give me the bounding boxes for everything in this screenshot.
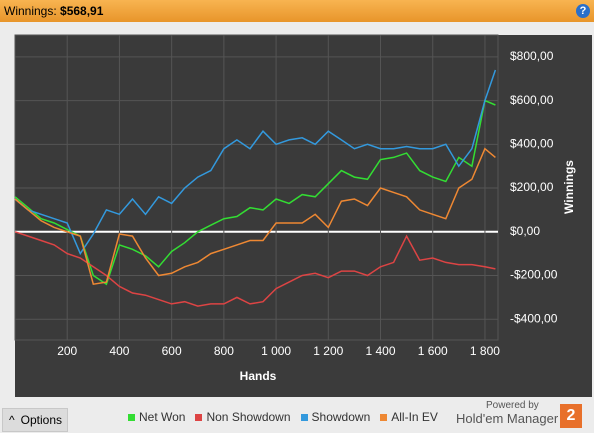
legend-swatch bbox=[380, 414, 388, 421]
y-tick-label: $0,00 bbox=[510, 224, 540, 238]
legend-item[interactable]: All-In EV bbox=[380, 410, 438, 424]
x-tick-label: 400 bbox=[109, 344, 129, 358]
legend-item[interactable]: Non Showdown bbox=[195, 410, 291, 424]
powered: Powered by bbox=[486, 400, 539, 411]
y-tick-label: -$200,00 bbox=[510, 268, 558, 282]
legend-swatch bbox=[128, 414, 135, 421]
brand-name: Hold'em Manager bbox=[456, 411, 559, 426]
y-tick-label: $600,00 bbox=[510, 93, 554, 107]
x-tick-label: 800 bbox=[214, 344, 234, 358]
x-tick-label: 200 bbox=[57, 344, 77, 358]
legend-label: Showdown bbox=[311, 410, 371, 424]
y-axis-label: Winnings bbox=[562, 160, 576, 214]
y-tick-label: -$400,00 bbox=[510, 311, 558, 325]
legend-swatch bbox=[195, 414, 203, 421]
legend: Net Won Non Showdown Showdown All-In EV bbox=[128, 410, 438, 424]
logo: 2 bbox=[560, 404, 582, 428]
legend-label: All-In EV bbox=[391, 410, 438, 424]
brand: Powered by Hold'em Manager bbox=[456, 400, 558, 426]
options-button[interactable]: ^ Options bbox=[2, 408, 68, 432]
y-tick-label: $800,00 bbox=[510, 49, 554, 63]
legend-item[interactable]: Showdown bbox=[300, 410, 371, 424]
y-tick-label: $200,00 bbox=[510, 180, 554, 194]
series-line bbox=[14, 147, 496, 286]
options-label: Options bbox=[20, 413, 62, 427]
series-line bbox=[14, 231, 496, 307]
winnings: $568,91 bbox=[60, 4, 104, 18]
x-tick-label: 1 200 bbox=[313, 344, 343, 358]
x-tick-label: 1 400 bbox=[365, 344, 395, 358]
series-line bbox=[14, 69, 497, 256]
plot-area bbox=[14, 34, 499, 341]
x-axis-label: Hands bbox=[240, 369, 277, 383]
x-tick-label: 1 600 bbox=[418, 344, 448, 358]
help-button[interactable]: ? bbox=[576, 4, 590, 18]
legend-label: Net Won bbox=[139, 410, 186, 424]
x-tick-label: 600 bbox=[162, 344, 182, 358]
legend-label: Non Showdown bbox=[206, 410, 291, 424]
legend-swatch bbox=[300, 414, 308, 421]
x-tick-label: 1 000 bbox=[261, 344, 291, 358]
legend-item[interactable]: Net Won bbox=[128, 410, 185, 424]
label: Winnings: bbox=[4, 4, 57, 18]
y-tick-label: $400,00 bbox=[510, 136, 554, 150]
series-line bbox=[14, 99, 496, 286]
header: Winnings: $568,91 ? bbox=[0, 0, 594, 22]
x-tick-label: 1 800 bbox=[470, 344, 500, 358]
